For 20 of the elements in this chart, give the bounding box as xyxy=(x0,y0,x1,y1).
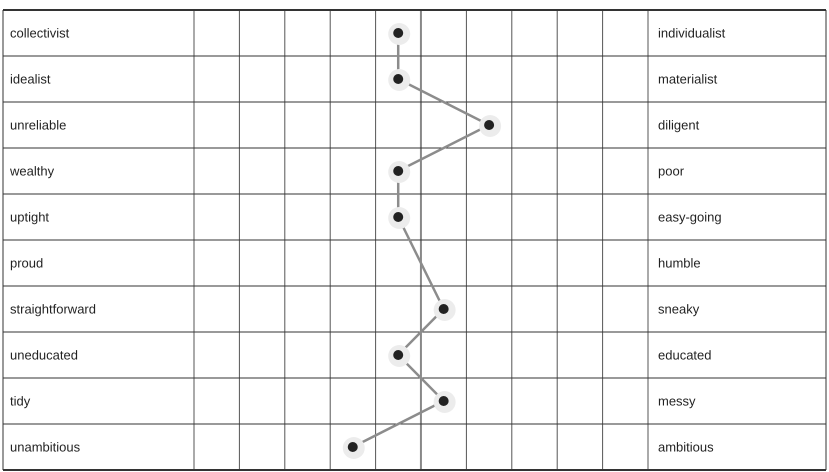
y2-tick-label: materialist xyxy=(658,72,718,87)
y-tick-label: proud xyxy=(10,256,44,271)
y2-tick-label: diligent xyxy=(658,118,700,133)
y2-tick-label: easy-going xyxy=(658,210,722,225)
y-tick-label: unreliable xyxy=(10,118,66,133)
y2-tick-label: messy xyxy=(658,394,696,409)
y-tick-label: uneducated xyxy=(10,348,78,363)
y2-tick-label: ambitious xyxy=(658,440,714,455)
y-tick-label: idealist xyxy=(10,72,51,87)
y-tick-label: straightforward xyxy=(10,302,96,317)
y-tick-label: collectivist xyxy=(10,26,70,41)
y2-tick-label: poor xyxy=(658,164,685,179)
y2-tick-label: individualist xyxy=(658,26,726,41)
y-tick-label: wealthy xyxy=(9,164,55,179)
y2-tick-label: sneaky xyxy=(658,302,700,317)
y-tick-label: tidy xyxy=(10,394,31,409)
y2-tick-label: educated xyxy=(658,348,712,363)
y-tick-label: unambitious xyxy=(10,440,81,455)
y-tick-label: uptight xyxy=(10,210,50,225)
y2-tick-label: humble xyxy=(658,256,701,271)
